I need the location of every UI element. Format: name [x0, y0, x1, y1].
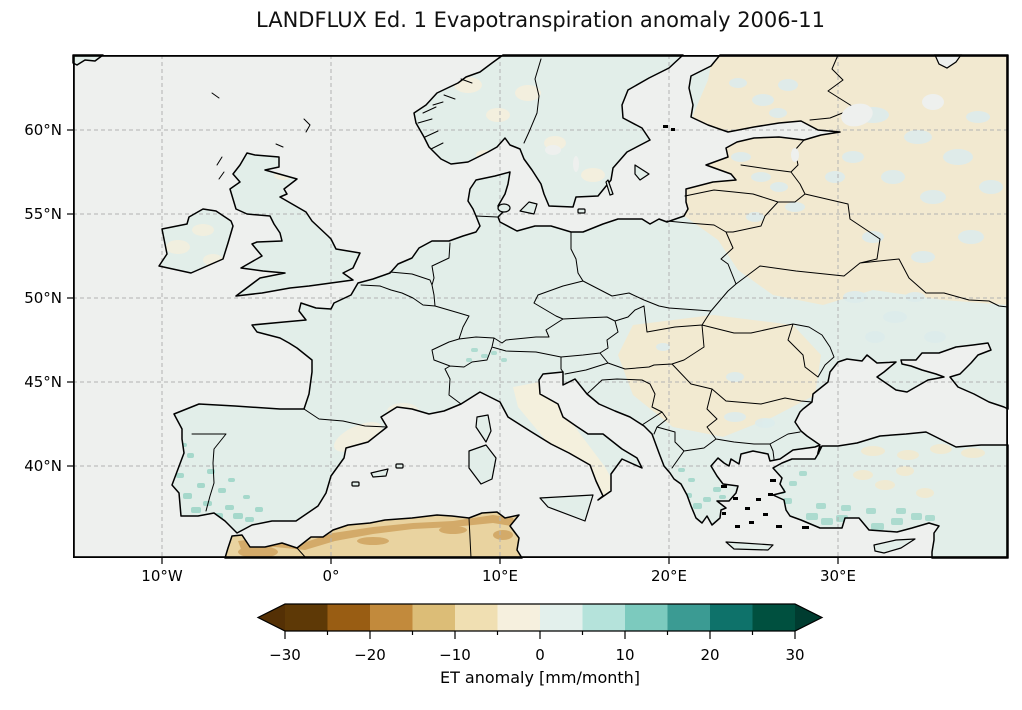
colorbar-ticks — [284, 631, 796, 639]
map-europe-et-anomaly — [67, 54, 1009, 564]
lon-tick-10e: 10°E — [481, 567, 519, 585]
lat-tick-55n: 55°N — [24, 205, 62, 223]
map-frame — [72, 54, 1009, 559]
island-funen — [497, 203, 511, 213]
gridlines — [73, 55, 1008, 558]
cb-tick-0: 0 — [535, 646, 545, 664]
lat-tick-50n: 50°N — [24, 289, 62, 307]
lat-tick-45n: 45°N — [24, 373, 62, 391]
lon-tick-10w: 10°W — [141, 567, 183, 585]
map-canvas — [67, 54, 1009, 564]
axis-ticks — [67, 129, 839, 564]
island-gotland — [634, 164, 650, 181]
lake-onega — [922, 94, 944, 110]
cb-tick-10: 10 — [615, 646, 635, 664]
lon-tick-0: 0° — [322, 567, 340, 585]
lon-tick-20e: 20°E — [650, 567, 688, 585]
colorbar-arrow-left — [258, 604, 285, 631]
colorbar-segments — [258, 604, 822, 631]
islands — [211, 92, 916, 554]
cb-tick-30: 30 — [785, 646, 805, 664]
island-corsica — [475, 414, 492, 443]
lakes — [545, 94, 944, 172]
colorbar-arrow-right — [795, 604, 822, 631]
lake-peipus — [791, 148, 799, 162]
cb-tick-m30: −30 — [269, 646, 301, 664]
lat-tick-40n: 40°N — [24, 457, 62, 475]
country-borders — [191, 54, 1009, 559]
island-mallorca — [370, 468, 389, 478]
colorbar — [256, 603, 824, 639]
lake-vattern — [573, 156, 579, 172]
colorbar-label: ET anomaly [mm/month] — [439, 668, 641, 687]
cb-tick-m20: −20 — [354, 646, 386, 664]
island-zealand — [519, 201, 538, 215]
island-crete — [725, 541, 774, 551]
cb-tick-20: 20 — [700, 646, 720, 664]
lake-vanern — [545, 145, 561, 155]
lon-tick-30e: 30°E — [819, 567, 857, 585]
figure-title: LANDFLUX Ed. 1 Evapotranspiration anomal… — [256, 8, 825, 32]
coastlines — [72, 54, 1009, 559]
lake-ladoga — [841, 103, 873, 127]
cb-tick-m10: −10 — [439, 646, 471, 664]
island-sardinia — [468, 444, 497, 485]
island-cyprus — [873, 538, 916, 554]
island-sicily — [539, 494, 594, 522]
island-oland — [605, 179, 614, 196]
lat-tick-60n: 60°N — [24, 121, 62, 139]
